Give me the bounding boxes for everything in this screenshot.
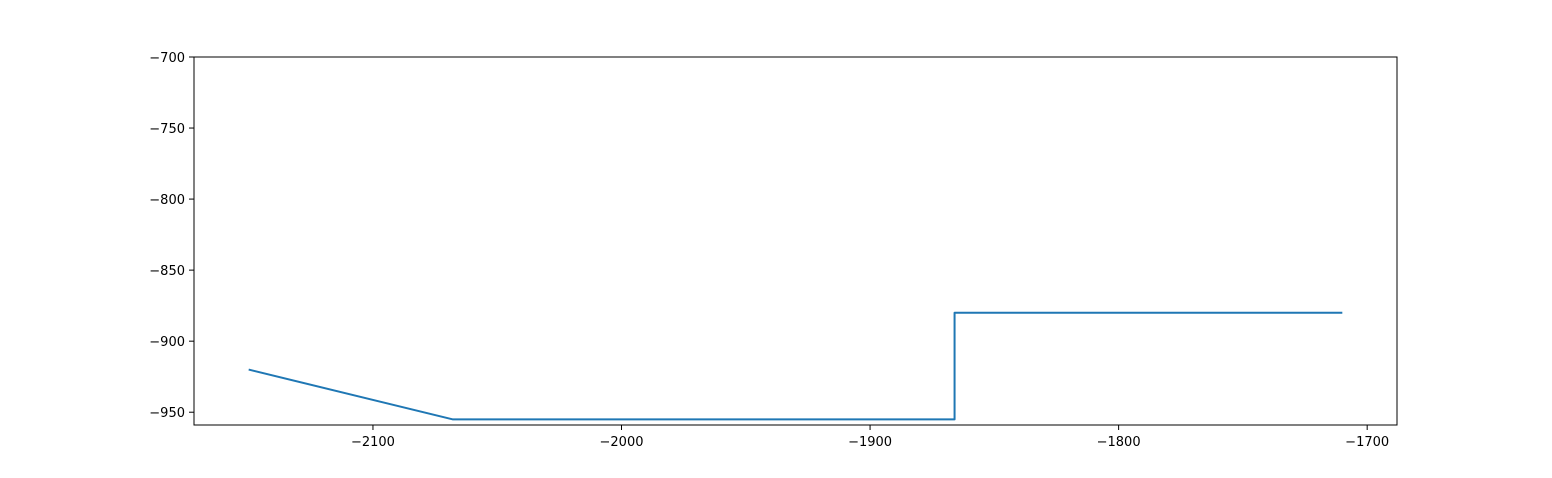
x-tick-label: −1700 — [1345, 435, 1389, 450]
axes-layer: −2100 −2000 −1900 −1800 −1700 −700 −750 −800 −85… — [149, 51, 1389, 450]
y-tick-label: −850 — [149, 264, 185, 279]
series-line-0 — [248, 311, 1343, 421]
y-tick-label: −950 — [149, 406, 185, 421]
y-tick-label: −750 — [149, 122, 185, 137]
x-tick-label: −1800 — [1097, 435, 1141, 450]
x-tick-label: −2100 — [351, 435, 395, 450]
y-tick-label: −900 — [149, 335, 185, 350]
series-layer — [248, 311, 1343, 421]
x-tick-label: −2000 — [600, 435, 644, 450]
y-tick-label: −800 — [149, 193, 185, 208]
x-tick-label: −1900 — [848, 435, 892, 450]
plot-frame — [193, 56, 1398, 426]
y-tick-label: −700 — [149, 51, 185, 66]
plot-area — [194, 57, 1397, 425]
